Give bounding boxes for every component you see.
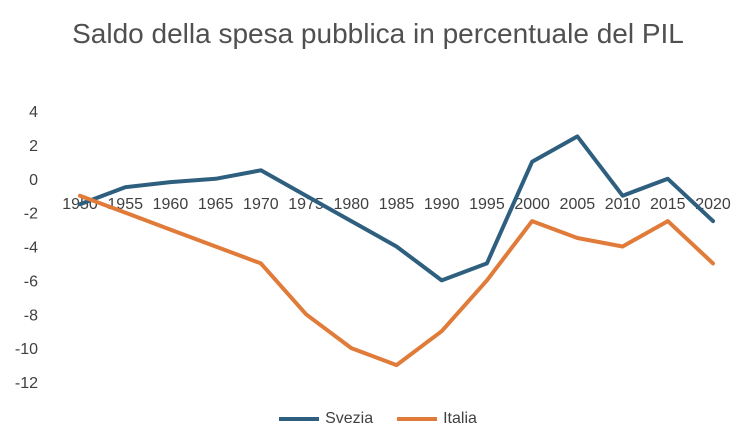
- series-lines: [78, 134, 715, 368]
- x-tick-label: 1985: [379, 196, 415, 213]
- y-tick-label: -2: [24, 206, 38, 223]
- y-tick-label: 0: [29, 172, 38, 189]
- x-axis-ticks: 1950 1955 1960 1965 1970 1975 1980 1985 1990 1995…: [62, 196, 731, 213]
- x-tick-label: 2005: [560, 196, 596, 213]
- x-tick-label: 1995: [469, 196, 505, 213]
- y-tick-label: -4: [24, 240, 38, 257]
- x-tick-label: 1965: [198, 196, 234, 213]
- x-tick-label: 2000: [514, 196, 550, 213]
- x-tick-label: 1960: [153, 196, 189, 213]
- legend-label-italia: Italia: [443, 410, 477, 427]
- x-tick-label: 1955: [107, 196, 143, 213]
- x-tick-label: 2010: [605, 196, 641, 213]
- y-tick-label: 4: [29, 104, 38, 121]
- series-line-svezia: [78, 134, 715, 283]
- series-line-italia: [78, 193, 715, 368]
- legend: Svezia Italia: [0, 410, 756, 428]
- legend-label-svezia: Svezia: [325, 410, 374, 427]
- chart-title: Saldo della spesa pubblica in percentual…: [0, 14, 756, 54]
- x-tick-label: 2015: [650, 196, 686, 213]
- y-tick-label: -10: [15, 341, 38, 358]
- y-tick-label: 2: [29, 138, 38, 155]
- y-axis-ticks: 4 2 0 -2 -4 -6 -8 -10 -12: [15, 104, 38, 392]
- x-tick-label: 1990: [424, 196, 460, 213]
- y-tick-label: -12: [15, 375, 38, 392]
- x-tick-label: 2020: [695, 196, 731, 213]
- x-tick-label: 1980: [333, 196, 369, 213]
- legend-item-italia: Italia: [397, 410, 477, 428]
- chart-title-text: Saldo della spesa pubblica in percentual…: [72, 18, 684, 49]
- legend-swatch-italia: [397, 417, 438, 421]
- legend-item-svezia: Svezia: [279, 410, 373, 428]
- x-tick-label: 1970: [243, 196, 279, 213]
- y-tick-label: -8: [24, 307, 38, 324]
- y-tick-label: -6: [24, 273, 38, 290]
- legend-swatch-svezia: [279, 417, 320, 421]
